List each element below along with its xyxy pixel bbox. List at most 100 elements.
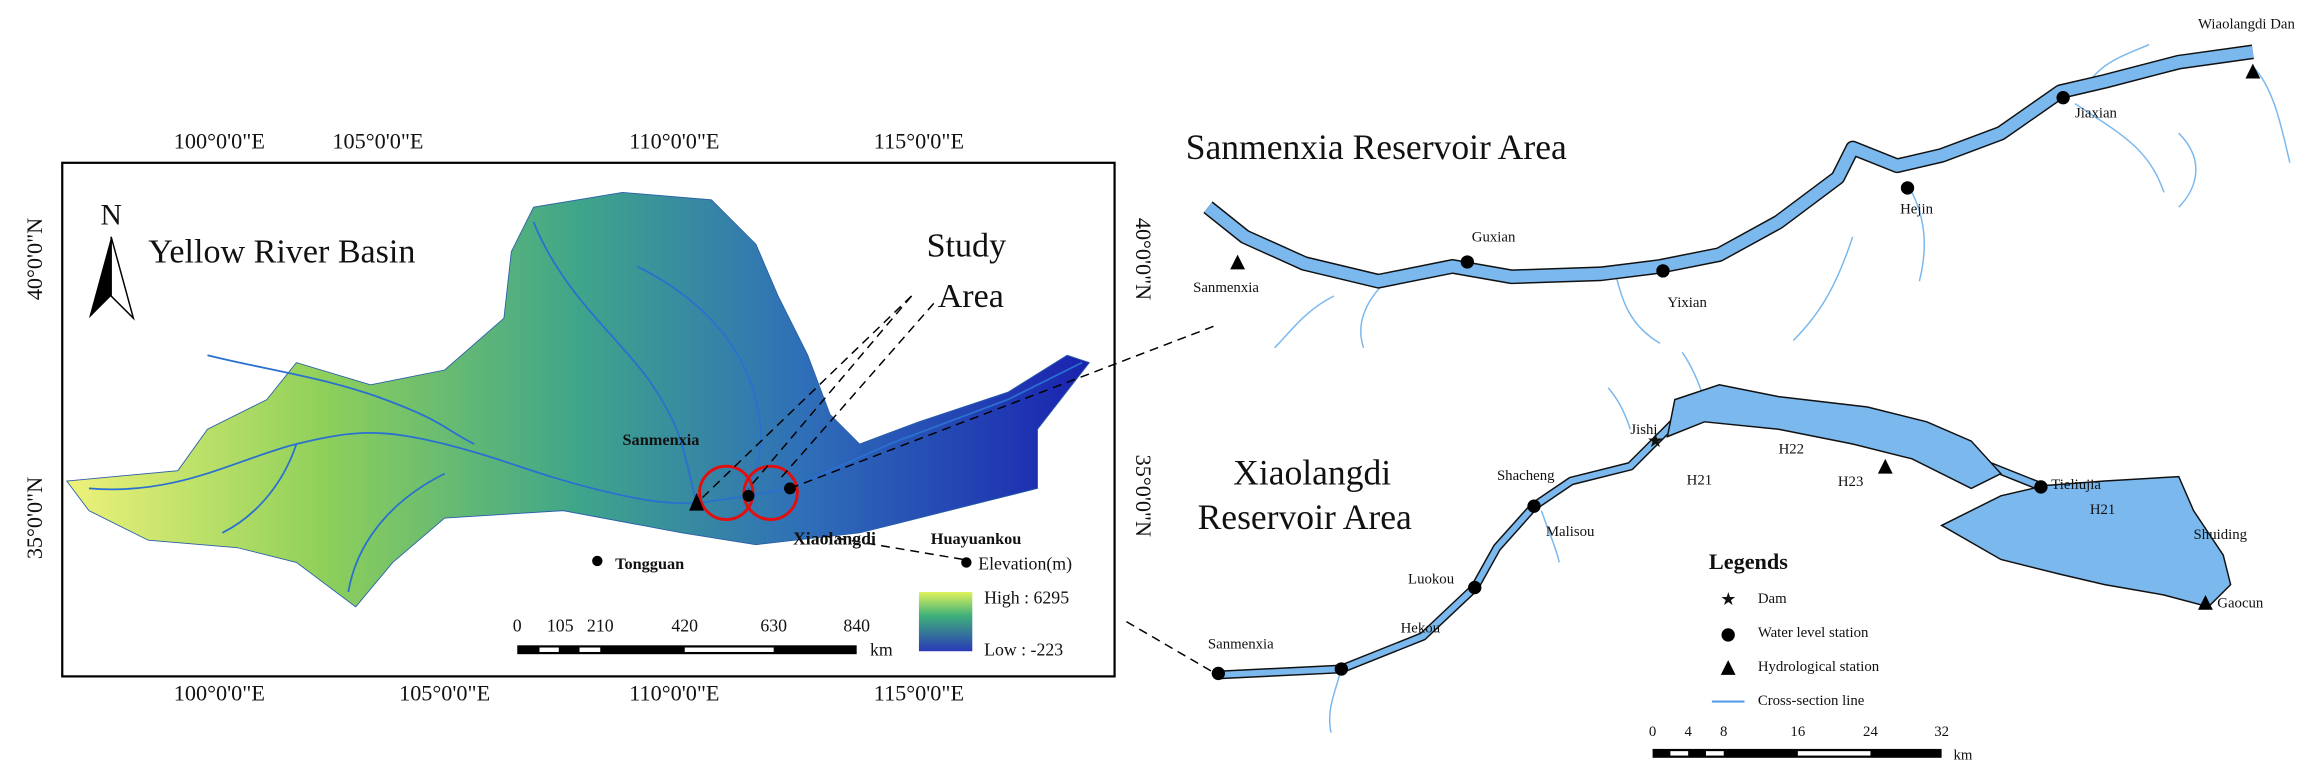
hydro-station: [1230, 254, 1245, 270]
scale-label: 0: [513, 616, 522, 636]
station: [1656, 264, 1670, 278]
north-label: N: [100, 199, 121, 231]
elevation-high: High : 6295: [984, 588, 1069, 608]
tributaries: [1328, 351, 1706, 733]
place-label: Huayuankou: [931, 529, 1022, 548]
station: [1211, 666, 1225, 681]
panel-title: Reservoir Area: [1198, 497, 1412, 537]
legend-symbol: [1720, 660, 1736, 675]
station-label: Guxian: [1472, 230, 1516, 246]
map-shape: [696, 361, 1083, 505]
lon-label: 105°0'0"E: [399, 681, 490, 706]
map-shape: [88, 432, 697, 505]
map-shape: [1360, 280, 1387, 349]
place-label: Shuiding: [2194, 527, 2248, 543]
map-shape: [1911, 192, 1925, 282]
map-shape: [1797, 751, 1871, 756]
lat-label: 35°0'0"N: [1131, 455, 1156, 537]
legend-label: Water level station: [1758, 625, 1869, 641]
map-shape: [789, 324, 1216, 490]
scale-label: 4: [1684, 724, 1692, 740]
map-shape: [1792, 236, 1854, 341]
place-label: Sanmenxia: [1208, 637, 1274, 653]
station-label: Yixian: [1667, 295, 1707, 311]
lon-label: 110°0'0"E: [629, 681, 719, 706]
station: [1900, 181, 1915, 195]
tributaries: [1274, 43, 2291, 349]
scale-label: 16: [1790, 724, 1805, 740]
scale-label: 840: [843, 616, 870, 636]
left-map: N Yellow River Basin Study Area 100°0'0"…: [22, 129, 1216, 706]
station: [1460, 255, 1474, 269]
legend-label: Dam: [1758, 591, 1787, 607]
north-arrow: [110, 236, 135, 321]
map-shape: [1126, 620, 1216, 675]
lat-label: 40°0'0"N: [22, 218, 47, 300]
panel-title: Sanmenxia Reservoir Area: [1186, 127, 1567, 167]
dam: ★: [1647, 431, 1664, 452]
legend-title: Legends: [1709, 549, 1788, 574]
station-label: Sanmenxia: [1193, 280, 1259, 296]
station-label: Wiaolangdi Dan: [2198, 17, 2295, 33]
map-shape: [1540, 510, 1560, 563]
map-shape: [1652, 748, 1942, 758]
elevation-low: Low : -223: [984, 639, 1063, 659]
lon-label: 115°0'0"E: [874, 129, 964, 154]
lon-label: 115°0'0"E: [874, 681, 964, 706]
scale-label: 24: [1863, 724, 1878, 740]
map-frame: [61, 161, 1116, 678]
map-shape: [1328, 668, 1343, 733]
map-shape: [684, 647, 774, 652]
legend-label: Hydrological station: [1758, 659, 1880, 675]
place-label: Shacheng: [1497, 468, 1555, 484]
lon-label: 100°0'0"E: [174, 681, 265, 706]
station-label: Jiaxian: [2075, 105, 2118, 121]
legend-symbol: [1721, 628, 1735, 642]
rivers: [88, 221, 1083, 593]
scale-label: 32: [1934, 724, 1949, 740]
place-label: Malisou: [1546, 524, 1595, 540]
map-title: Yellow River Basin: [148, 233, 415, 270]
study-area: Study: [927, 227, 1007, 264]
place-label: H21: [2090, 502, 2116, 518]
station: [1468, 580, 1482, 595]
place-label: Hekou: [1401, 620, 1441, 636]
map-shape: [532, 221, 698, 504]
basin: [65, 191, 1091, 608]
map-shape: [1614, 273, 1661, 345]
map-shape: [2178, 132, 2197, 208]
scale-label: 105: [547, 616, 574, 636]
map-shape: [1705, 751, 1724, 756]
hydro-station: [1877, 458, 1893, 474]
north-arrow: [88, 236, 112, 319]
scale-label: 420: [671, 616, 698, 636]
reservoir: [1666, 384, 2003, 490]
map-shape: [2074, 102, 2165, 193]
lat-label: 35°0'0"N: [22, 477, 47, 559]
station-label: Hejin: [1900, 202, 1933, 218]
place-label: Luokou: [1408, 572, 1455, 588]
scale-label: 0: [1649, 724, 1656, 740]
scale-unit: km: [870, 639, 893, 659]
map-shape: [1670, 751, 1689, 756]
place-label: Tieliujia: [2051, 477, 2101, 493]
xiaolangdi-panel: Xiaolangdi Reservoir Area ★ Jishi H22 H2…: [1198, 351, 2264, 764]
place-label: H21: [1687, 472, 1713, 488]
scale-bar: [1652, 748, 1942, 758]
scale-bar: [517, 645, 857, 655]
station: [1527, 499, 1541, 513]
sanmenxia-panel: Sanmenxia Reservoir Area Wiaolangdi Dan …: [1186, 17, 2295, 349]
lon-label: 100°0'0"E: [174, 129, 265, 154]
place-label: Tongguan: [615, 554, 684, 573]
map-shape: [747, 295, 913, 489]
scale-label: 8: [1720, 724, 1727, 740]
lon-label: 110°0'0"E: [629, 129, 719, 154]
scale-label: 210: [587, 616, 614, 636]
map-shape: [207, 354, 475, 445]
reservoir: [1940, 475, 2232, 608]
panel-title: Xiaolangdi: [1233, 453, 1391, 493]
map-shape: [696, 295, 913, 504]
station: [2056, 91, 2070, 105]
place-label: Sanmenxia: [623, 430, 700, 449]
lat-label: 40°0'0"N: [1131, 218, 1156, 300]
